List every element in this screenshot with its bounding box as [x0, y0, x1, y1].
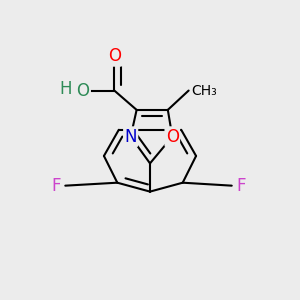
- Text: N: N: [124, 128, 137, 146]
- Text: O: O: [76, 82, 90, 100]
- Text: O: O: [166, 128, 179, 146]
- Text: H: H: [59, 80, 71, 98]
- Text: F: F: [51, 177, 61, 195]
- Text: CH₃: CH₃: [192, 84, 218, 98]
- Text: F: F: [236, 177, 246, 195]
- Text: O: O: [108, 47, 121, 65]
